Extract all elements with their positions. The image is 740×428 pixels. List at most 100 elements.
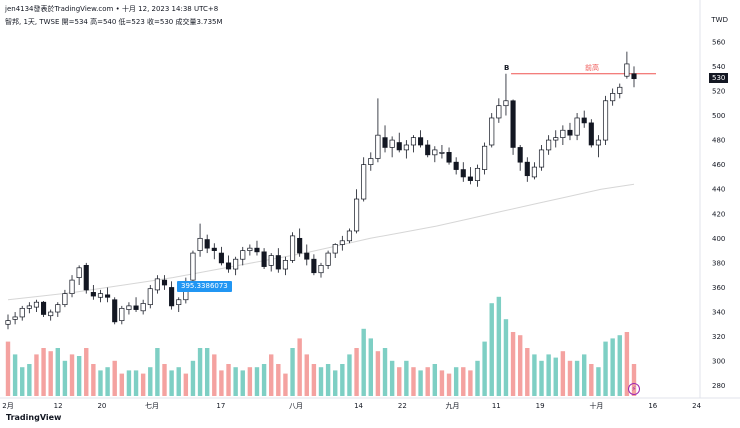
- volume-bar: [517, 335, 523, 396]
- candle-body: [33, 301, 40, 308]
- volume-bar: [532, 354, 537, 396]
- candle-body: [126, 305, 132, 310]
- candle-body: [432, 149, 438, 156]
- candle-body: [368, 158, 374, 165]
- volume-bar: [290, 348, 295, 396]
- candle-body: [489, 117, 495, 146]
- candle-body: [496, 105, 502, 119]
- candle-body: [361, 164, 367, 200]
- buy-marker: B: [504, 64, 509, 72]
- volume-bar: [617, 335, 622, 396]
- volume-bar: [347, 354, 352, 396]
- volume-bar: [247, 367, 253, 396]
- candle-body: [48, 311, 54, 317]
- volume-bar: [610, 338, 615, 396]
- candle-body: [211, 247, 217, 251]
- candle-body: [460, 169, 466, 178]
- x-tick-label: 2月: [2, 402, 13, 410]
- volume-bar: [283, 373, 288, 396]
- volume-bar: [475, 360, 480, 396]
- volume-bar: [411, 367, 416, 396]
- volume-bar: [574, 360, 580, 396]
- ma-value-tag: 395.3386073: [177, 281, 232, 292]
- volume-bar: [589, 364, 594, 396]
- volume-bar: [140, 373, 146, 396]
- volume-bar: [126, 370, 132, 396]
- candle-body: [467, 176, 473, 181]
- candle-body: [531, 166, 537, 178]
- volume-bar: [197, 348, 203, 396]
- volume-bar: [354, 348, 359, 396]
- volume-bar: [546, 354, 551, 396]
- tradingview-logo[interactable]: TradingView: [6, 413, 61, 422]
- volume-bar: [27, 364, 32, 396]
- y-tick-label: 420: [712, 210, 725, 218]
- y-tick-label: 500: [712, 112, 725, 120]
- volume-bar: [631, 364, 637, 396]
- candle-body: [69, 279, 75, 294]
- x-tick-label: 24: [692, 402, 701, 410]
- volume-bar: [84, 348, 89, 396]
- volume-bar: [48, 351, 53, 396]
- candle-body: [588, 122, 594, 146]
- volume-bar: [34, 354, 39, 396]
- candle-body: [332, 244, 338, 254]
- volume-bar: [162, 364, 167, 396]
- volume-bar: [425, 367, 430, 396]
- candle-body: [76, 267, 82, 278]
- candle-body: [546, 139, 552, 151]
- x-tick-label: 17: [216, 402, 225, 410]
- moving-average-line: [7, 183, 635, 301]
- candle-body: [403, 144, 409, 151]
- candle-body: [83, 265, 89, 291]
- volume-bar: [183, 373, 189, 396]
- candle-body: [190, 252, 196, 281]
- volume-bar: [382, 348, 388, 396]
- volume-bar: [446, 373, 452, 396]
- volume-bar: [98, 370, 103, 396]
- volume-bar: [169, 370, 174, 396]
- x-tick-label: 20: [97, 402, 106, 410]
- y-tick-label: 380: [712, 259, 725, 267]
- x-tick-label: 22: [398, 402, 407, 410]
- y-tick-label: 440: [712, 186, 725, 194]
- volume-bar: [439, 370, 445, 396]
- volume-bar: [219, 370, 224, 396]
- y-tick-label: 520: [712, 87, 725, 95]
- candle-body: [297, 237, 303, 254]
- x-tick-label: 八月: [289, 402, 303, 410]
- y-tick-label: 540: [712, 63, 725, 71]
- volume-bar: [510, 332, 516, 396]
- volume-bar: [268, 354, 274, 396]
- y-tick-label: 340: [712, 309, 725, 317]
- volume-bar: [325, 364, 331, 396]
- candle-body: [396, 142, 402, 151]
- symbol-line: 智邦, 1天, TWSE 開=534 高=540 低=523 收=530 成交量…: [5, 18, 223, 26]
- candle-body: [339, 240, 345, 245]
- volume-bar: [76, 356, 82, 396]
- candle-body: [389, 139, 395, 148]
- y-tick-label: 400: [712, 235, 725, 243]
- candle-body: [62, 293, 68, 306]
- volume-bar: [468, 370, 473, 396]
- candle-body: [55, 304, 61, 313]
- volume-bar: [503, 319, 509, 396]
- last-price-tag: 530: [709, 73, 729, 83]
- volume-bar: [190, 360, 196, 396]
- lightning-icon[interactable]: ⚡: [628, 383, 640, 395]
- volume-bar: [318, 367, 324, 396]
- candle-body: [581, 117, 587, 124]
- y-tick-label: 560: [712, 38, 725, 46]
- volume-bar: [55, 348, 61, 396]
- candle-body: [482, 145, 488, 170]
- volume-bar: [254, 367, 260, 396]
- candle-body: [254, 247, 260, 253]
- candle-body: [147, 288, 153, 306]
- volume-bar: [12, 354, 18, 396]
- volume-bar: [489, 303, 494, 396]
- candle-body: [282, 260, 288, 270]
- volume-bar: [204, 348, 210, 396]
- candle-body: [425, 144, 431, 156]
- volume-bar: [20, 367, 25, 396]
